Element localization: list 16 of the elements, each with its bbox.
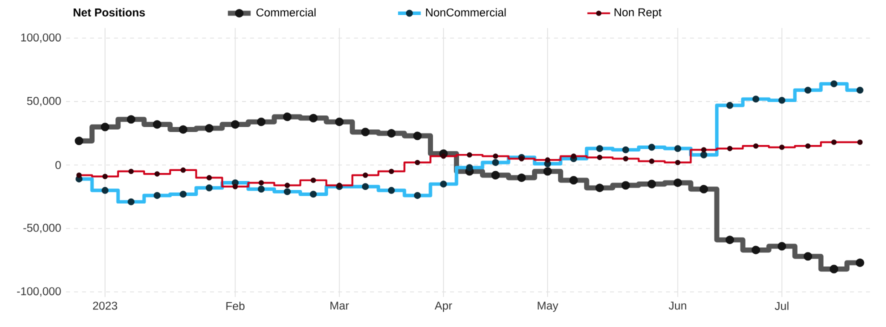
y-tick-label: 50,000: [27, 96, 61, 106]
x-tick-label: Apr: [434, 302, 452, 312]
legend-label: NonCommercial: [426, 8, 506, 16]
x-tick-label: Jul: [774, 302, 788, 310]
legend-title: Net Positions: [74, 8, 145, 16]
y-tick-label: 100,000: [21, 33, 61, 43]
legend-label: Non Rept: [614, 8, 662, 18]
y-tick-label: -100,000: [17, 287, 61, 297]
x-tick-label: May: [538, 302, 558, 312]
x-tick-label: Feb: [226, 302, 245, 310]
y-tick-label: -50,000: [23, 224, 61, 234]
x-tick-label: 2023: [93, 302, 118, 310]
legend-label: Commercial: [256, 8, 316, 16]
x-tick-label: Mar: [330, 302, 349, 310]
y-tick-label: 0: [55, 161, 61, 170]
x-tick-label: Jun: [668, 302, 686, 310]
